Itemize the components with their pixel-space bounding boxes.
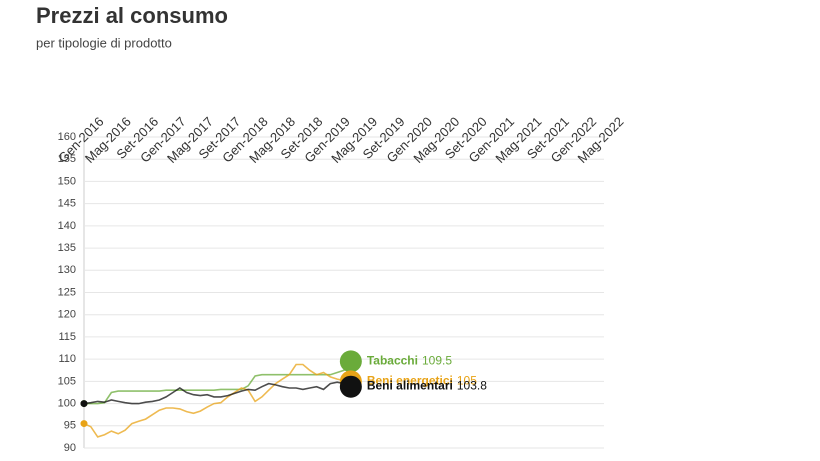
end-label: Beni alimentari 103.8 — [367, 379, 487, 393]
series-name: Beni energetici — [367, 374, 453, 388]
y-tick-label: 145 — [58, 198, 76, 210]
y-tick-label: 150 — [58, 175, 76, 187]
series-value: 105 — [457, 374, 477, 388]
y-tick-label: 100 — [58, 397, 76, 409]
series-line — [83, 381, 352, 405]
end-dot — [339, 350, 362, 373]
y-tick-label: 130 — [58, 264, 76, 276]
y-tick-label: 105 — [58, 375, 76, 387]
y-tick-label: 155 — [58, 153, 76, 165]
y-tick-label: 125 — [58, 286, 76, 298]
series-line — [84, 360, 352, 405]
chart-subtitle: per tipologie di prodotto — [36, 35, 172, 50]
y-tick-label: 115 — [58, 331, 76, 343]
series-name: Tabacchi — [367, 354, 418, 368]
end-dot — [339, 375, 362, 398]
chart-title: Prezzi al consumo — [36, 3, 228, 28]
end-label: Beni energetici 105 — [367, 374, 477, 388]
y-tick-label: 95 — [64, 420, 76, 432]
y-tick-label: 140 — [58, 220, 76, 232]
series-line — [83, 363, 351, 438]
y-tick-label: 90 — [64, 442, 76, 454]
y-tick-label: 160 — [58, 131, 76, 143]
series-value: 103.8 — [457, 379, 487, 393]
y-tick-label: 110 — [58, 353, 76, 365]
start-dot — [80, 400, 88, 408]
start-dot — [80, 420, 88, 428]
y-tick-label: 135 — [58, 242, 76, 254]
end-label: Tabacchi 109.5 — [367, 354, 452, 368]
y-tick-label: 120 — [58, 309, 76, 321]
series-value: 109.5 — [422, 354, 452, 368]
series-name: Beni alimentari — [367, 379, 453, 393]
